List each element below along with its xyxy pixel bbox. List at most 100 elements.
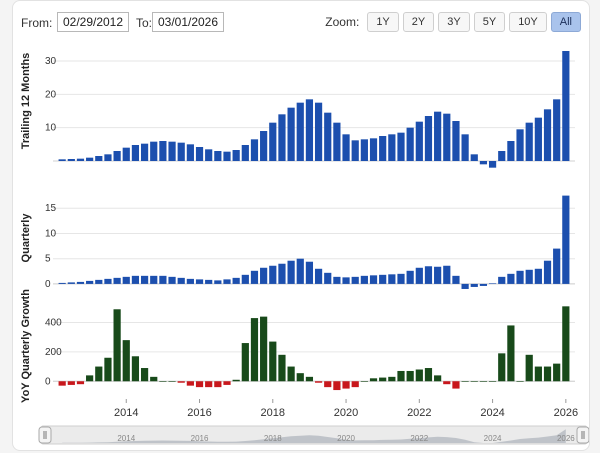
bar-2-4 xyxy=(95,366,103,382)
bar-0-34 xyxy=(369,138,378,161)
bar-1-38 xyxy=(406,270,414,284)
y-tick-label: 20 xyxy=(45,89,57,100)
x-tick-label: 2016 xyxy=(187,407,211,419)
bar-2-14 xyxy=(186,381,194,386)
bar-0-33 xyxy=(360,139,368,161)
zoom-1y-button[interactable]: 1Y xyxy=(367,12,399,32)
y-tick-label: 400 xyxy=(45,318,62,329)
bar-1-11 xyxy=(159,275,167,284)
bar-0-7 xyxy=(122,147,130,161)
bar-2-19 xyxy=(232,379,240,382)
bar-2-37 xyxy=(397,370,405,382)
bar-2-47 xyxy=(488,381,497,382)
navigator-tick-label: 2022 xyxy=(410,434,428,443)
bar-0-39 xyxy=(415,121,423,161)
bar-1-53 xyxy=(543,260,552,284)
from-date-input[interactable] xyxy=(57,12,129,32)
bar-0-26 xyxy=(296,102,304,161)
navigator-left-handle[interactable] xyxy=(38,426,52,444)
navigator-right-handle[interactable] xyxy=(576,426,589,444)
bar-0-15 xyxy=(195,147,204,161)
bar-1-6 xyxy=(113,277,121,284)
bar-1-1 xyxy=(67,282,75,284)
bar-0-40 xyxy=(424,116,433,161)
bar-1-45 xyxy=(470,283,478,287)
bar-2-9 xyxy=(140,368,149,382)
bar-0-8 xyxy=(131,145,140,161)
bar-2-32 xyxy=(351,381,359,388)
bar-1-50 xyxy=(516,270,524,284)
bar-0-52 xyxy=(534,117,542,161)
navigator-series xyxy=(62,429,566,443)
bar-0-46 xyxy=(479,161,488,165)
bar-1-4 xyxy=(95,279,103,284)
zoom-5y-button[interactable]: 5Y xyxy=(473,12,506,32)
bar-1-5 xyxy=(104,278,112,284)
bar-1-25 xyxy=(287,260,295,284)
navigator-tick-label: 2026 xyxy=(557,434,575,443)
bar-2-7 xyxy=(122,340,130,382)
bar-2-49 xyxy=(507,325,515,382)
bar-2-17 xyxy=(214,381,222,388)
bar-2-48 xyxy=(498,353,506,382)
navigator-tick-label: 2020 xyxy=(337,434,355,443)
zoom-all-button[interactable]: All xyxy=(550,12,581,32)
navigator-tick-label: 2018 xyxy=(264,434,282,443)
bar-2-24 xyxy=(278,354,286,382)
zoom-label: Zoom: xyxy=(325,15,360,29)
bar-1-41 xyxy=(434,266,442,284)
bar-1-33 xyxy=(360,275,368,284)
bar-1-35 xyxy=(379,274,387,284)
from-label: From: xyxy=(21,16,53,30)
y-tick-label: 0 xyxy=(45,376,51,387)
bar-1-42 xyxy=(443,265,451,284)
bar-0-31 xyxy=(342,134,350,161)
bar-1-51 xyxy=(525,269,533,284)
bar-0-16 xyxy=(205,149,213,161)
bar-1-44 xyxy=(461,283,469,289)
bar-1-10 xyxy=(150,275,158,284)
bar-1-54 xyxy=(553,248,561,284)
y-tick-label: 10 xyxy=(45,228,57,239)
bar-0-29 xyxy=(324,112,332,161)
bar-1-7 xyxy=(122,276,130,284)
bar-2-23 xyxy=(269,341,277,382)
bar-1-30 xyxy=(333,276,341,284)
bar-2-1 xyxy=(67,381,75,385)
bar-0-42 xyxy=(443,113,451,161)
bar-2-38 xyxy=(406,370,414,382)
bar-2-39 xyxy=(415,369,423,382)
bar-1-18 xyxy=(223,279,231,284)
bar-0-55 xyxy=(562,51,570,161)
bar-0-44 xyxy=(461,134,469,161)
to-date-input[interactable] xyxy=(152,12,224,32)
bar-1-20 xyxy=(241,274,249,284)
bar-0-36 xyxy=(388,134,396,161)
y-tick-label: 200 xyxy=(45,347,62,358)
bar-1-17 xyxy=(214,280,222,284)
bar-2-2 xyxy=(76,381,85,385)
zoom-10y-button[interactable]: 10Y xyxy=(509,12,547,32)
bar-2-5 xyxy=(104,357,112,382)
zoom-3y-button[interactable]: 3Y xyxy=(438,12,470,32)
bar-1-36 xyxy=(388,274,396,284)
bar-0-6 xyxy=(113,151,121,161)
zoom-2y-button[interactable]: 2Y xyxy=(402,12,435,32)
bar-1-0 xyxy=(58,282,66,284)
bar-0-4 xyxy=(95,156,103,161)
bar-1-22 xyxy=(260,267,268,284)
x-tick-label: 2020 xyxy=(334,407,358,419)
bar-1-19 xyxy=(232,277,240,284)
bar-1-34 xyxy=(369,275,378,284)
bar-1-49 xyxy=(507,273,515,284)
bar-0-11 xyxy=(159,141,167,161)
bar-0-35 xyxy=(379,136,387,161)
navigator-tick-label: 2024 xyxy=(484,434,502,443)
x-tick-label: 2022 xyxy=(407,407,431,419)
bar-2-46 xyxy=(479,381,488,382)
bar-1-43 xyxy=(452,275,460,284)
bar-1-13 xyxy=(177,277,185,284)
bar-0-38 xyxy=(406,127,414,161)
bar-2-16 xyxy=(205,381,213,388)
bar-2-3 xyxy=(86,375,94,382)
